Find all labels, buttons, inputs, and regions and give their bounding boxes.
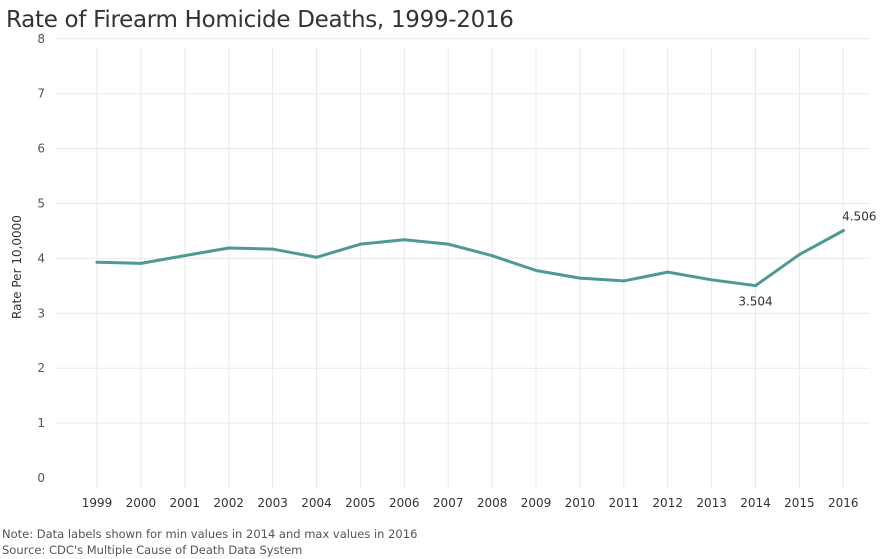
data-point (666, 270, 670, 274)
data-point (841, 229, 845, 233)
x-tick-label: 2009 (521, 496, 552, 510)
x-tick-label: 2000 (126, 496, 157, 510)
data-point (315, 255, 318, 259)
data-point (578, 276, 582, 280)
data-labels: 3.504 4.506 (738, 210, 876, 309)
x-tick-label: 2015 (784, 496, 815, 510)
y-tick-label: 0 (37, 471, 45, 485)
x-tick-label: 2012 (652, 496, 683, 510)
y-tick-label: 5 (37, 197, 45, 211)
data-point (754, 284, 757, 288)
data-point (710, 278, 714, 282)
x-tick-label: 2004 (301, 496, 332, 510)
y-tick-label: 1 (37, 416, 45, 430)
series (95, 229, 845, 288)
y-tick-label: 6 (37, 142, 45, 156)
data-point (446, 242, 450, 246)
x-tick-label: 2003 (257, 496, 288, 510)
data-point (358, 242, 362, 246)
data-point (490, 254, 494, 258)
data-label: 4.506 (842, 210, 876, 224)
x-tick-label: 1999 (82, 496, 113, 510)
y-tick-label: 2 (37, 361, 45, 375)
y-tick-label: 7 (37, 87, 45, 101)
x-tick-label: 2006 (389, 496, 420, 510)
data-point (797, 253, 801, 257)
x-tick-label: 2013 (696, 496, 727, 510)
x-tick-label: 2011 (609, 496, 640, 510)
data-point (95, 260, 99, 264)
y-tick-label: 8 (37, 32, 45, 46)
y-axis-ticks: 0 1 2 3 4 5 6 7 8 (37, 32, 45, 485)
data-point (534, 268, 538, 272)
y-tick-label: 3 (37, 306, 45, 320)
gridlines (55, 38, 870, 489)
chart-title: Rate of Firearm Homicide Deaths, 1999-20… (6, 7, 514, 33)
x-tick-label: 2016 (828, 496, 859, 510)
data-point (227, 246, 231, 250)
data-point (622, 279, 626, 283)
data-point (183, 254, 187, 258)
data-point (139, 261, 143, 265)
x-tick-label: 2014 (740, 496, 771, 510)
source-note: Source: CDC's Multiple Cause of Death Da… (2, 543, 303, 557)
x-tick-label: 2010 (565, 496, 596, 510)
x-tick-label: 2007 (433, 496, 464, 510)
series-line (95, 229, 845, 288)
x-tick-label: 2002 (213, 496, 244, 510)
x-tick-label: 2001 (170, 496, 201, 510)
data-label: 3.504 (738, 295, 772, 309)
y-axis-label: Rate Per 10,0000 (10, 215, 24, 319)
footnote: Note: Data labels shown for min values i… (2, 527, 418, 541)
x-tick-label: 2008 (477, 496, 508, 510)
x-tick-label: 2005 (345, 496, 376, 510)
x-axis-ticks: 1999 2000 2001 2002 2003 2004 2005 2006 2007 2008… (82, 496, 859, 510)
data-point (271, 247, 275, 251)
y-tick-label: 4 (37, 251, 45, 265)
data-point (402, 238, 406, 242)
